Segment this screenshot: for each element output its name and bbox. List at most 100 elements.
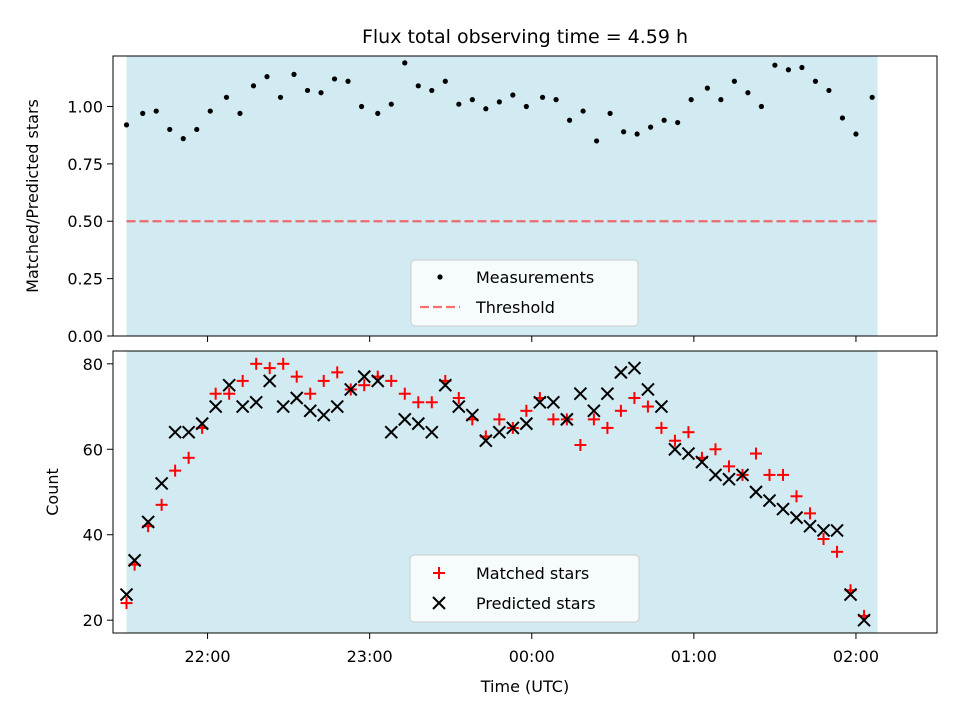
measurement-point	[553, 97, 559, 103]
matched-star-point	[804, 507, 817, 520]
matched-star-point	[317, 374, 330, 387]
y-tick-label: 60	[83, 440, 103, 459]
measurement-point	[510, 92, 516, 98]
predicted-star-point	[249, 395, 263, 409]
measurement-point	[358, 103, 365, 110]
matched-star-point	[120, 597, 133, 610]
bottom-legend-box	[409, 554, 640, 623]
y-tick-label: 0.50	[67, 212, 103, 231]
y-tick-label: 0.00	[67, 327, 103, 346]
predicted-star-point	[843, 587, 858, 602]
predicted-star-point	[492, 425, 507, 439]
measurement-point	[812, 78, 819, 84]
predicted-star-point	[330, 399, 344, 414]
measurement-point	[869, 94, 875, 100]
x-tick-label: 22:00	[185, 647, 231, 666]
measurement-point	[223, 94, 230, 100]
measurement-point	[607, 110, 613, 116]
y-tick-label: 40	[83, 526, 103, 545]
measurement-point	[415, 83, 421, 89]
predicted-star-point	[384, 425, 398, 439]
bottom-panel: 20 40 60 80 22:00 23:00 00:00 01:00 02:00 Count…	[43, 350, 938, 696]
matched-star-point	[547, 413, 560, 426]
measurement-point	[580, 108, 586, 114]
legend-matched-label: Matched stars	[476, 564, 589, 583]
measurement-point	[799, 64, 805, 71]
measurement-point	[123, 122, 130, 128]
predicted-star-point	[276, 399, 290, 414]
predicted-star-point	[735, 468, 750, 482]
predicted-star-point	[195, 416, 209, 431]
matched-star-point	[452, 392, 465, 404]
bottom-legend: Matched stars Predicted stars	[409, 554, 640, 623]
predicted-star-point	[290, 391, 304, 405]
y-tick-label: 0.75	[67, 155, 103, 174]
predicted-star-point	[141, 515, 155, 529]
measurement-point	[331, 76, 338, 82]
measurement-point	[180, 136, 186, 142]
top-panel: 0.00 0.25 0.50 0.75 1.00 Matched/Predicted s…	[23, 55, 938, 346]
y-tick-label: 20	[83, 611, 103, 630]
predicted-star-point	[425, 425, 439, 439]
measurement-point	[772, 62, 778, 68]
matched-star-point	[790, 490, 803, 503]
measurement-point	[429, 87, 435, 94]
matched-star-point	[749, 447, 762, 460]
measurement-point	[291, 71, 297, 77]
top-legend: Measurements Threshold	[410, 259, 639, 327]
measurement-point	[167, 126, 173, 133]
matched-star-point	[601, 421, 614, 434]
measurement-point	[496, 99, 502, 105]
matched-star-point	[250, 357, 263, 370]
predicted-star-point	[830, 523, 844, 538]
matched-star-point	[182, 451, 195, 464]
predicted-star-point	[816, 523, 831, 538]
matched-star-point	[628, 392, 641, 404]
matched-star-point	[817, 533, 830, 545]
measurement-point	[661, 117, 667, 123]
matched-star-point	[614, 404, 627, 417]
bottom-x-ticks: 22:00 23:00 00:00 01:00 02:00	[185, 633, 879, 666]
predicted-star-point	[357, 369, 371, 384]
measurement-point	[402, 60, 408, 66]
measurement-point	[853, 131, 859, 137]
measurement-point	[785, 67, 792, 73]
bottom-y-ticks: 20 40 60 80	[83, 355, 113, 630]
matched-star-point	[763, 468, 776, 481]
predicted-star-point	[479, 434, 493, 448]
y-tick-label: 0.25	[67, 270, 103, 289]
matched-star-point	[587, 413, 600, 426]
predicted-star-point	[506, 421, 520, 435]
matched-star-point	[236, 374, 249, 387]
measurement-point	[304, 87, 311, 94]
predicted-star-point	[262, 374, 277, 388]
predicted-star-point	[803, 519, 817, 533]
predicted-star-point	[695, 455, 709, 469]
predicted-star-point	[546, 395, 561, 409]
predicted-star-point	[317, 408, 331, 422]
matched-star-point	[263, 362, 276, 375]
measurement-point	[456, 101, 462, 107]
measurement-point	[718, 97, 724, 103]
predicted-star-point	[168, 425, 182, 439]
legend-matched-marker	[433, 567, 445, 579]
x-tick-label: 00:00	[509, 647, 555, 666]
measurement-point	[388, 101, 394, 107]
bottom-y-axis-label: Count	[43, 468, 62, 516]
top-legend-box	[410, 259, 639, 327]
predicted-star-point	[438, 378, 453, 392]
matched-star-point	[223, 387, 236, 400]
measurement-point	[539, 94, 546, 100]
measurement-point	[745, 90, 751, 96]
matched-star-point	[574, 439, 587, 451]
chart-title: Flux total observing time = 4.59 h	[362, 26, 688, 48]
predicted-star-point	[119, 587, 134, 602]
predicted-star-point	[181, 425, 196, 439]
predicted-star-point	[587, 404, 601, 418]
predicted-star-point	[208, 399, 223, 414]
predicted-star-point	[789, 510, 804, 525]
measurement-point	[566, 117, 573, 123]
predicted-star-point	[641, 382, 655, 397]
measurement-point	[153, 108, 159, 114]
